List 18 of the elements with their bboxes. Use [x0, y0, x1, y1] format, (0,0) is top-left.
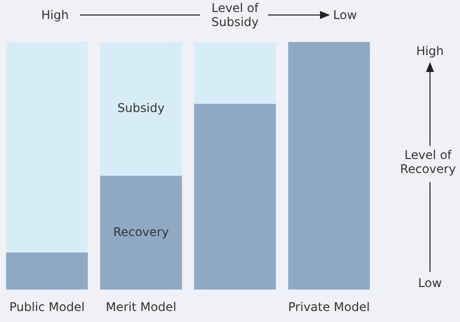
- series-label: Recovery: [113, 224, 169, 239]
- x-tick-label: Merit Model: [106, 300, 176, 314]
- text: Level of Subsidy: [210, 1, 260, 29]
- bar: [6, 252, 88, 290]
- bar: [100, 42, 182, 176]
- x-tick-label: Private Model: [288, 300, 370, 314]
- text: Low: [332, 8, 358, 22]
- text: Level of Recovery: [399, 148, 457, 176]
- text: High: [40, 8, 70, 22]
- bar: [194, 104, 276, 290]
- bar: [288, 42, 370, 290]
- bar: [6, 42, 88, 252]
- text: Low: [417, 276, 443, 290]
- series-label: Subsidy: [117, 100, 165, 115]
- bar: [100, 176, 182, 290]
- bar: [194, 42, 276, 104]
- text: High: [415, 44, 445, 58]
- x-tick-label: Public Model: [9, 300, 85, 314]
